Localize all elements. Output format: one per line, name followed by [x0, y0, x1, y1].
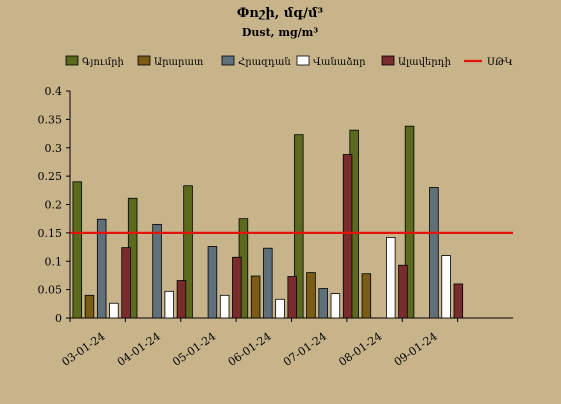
bar [330, 293, 341, 319]
y-tick-label: 0.15 [38, 227, 63, 240]
bar [109, 302, 119, 319]
legend-label: Գյումրի [82, 57, 125, 68]
y-tick-label: 0.4 [45, 85, 63, 98]
legend-label: Վանաձոր [313, 57, 366, 68]
legend-label: Արարատ [154, 57, 204, 68]
bar [361, 273, 372, 319]
x-tick-label: 07-01-24 [281, 330, 329, 369]
bar [404, 125, 415, 319]
legend-swatch [381, 55, 395, 66]
bar [84, 294, 95, 319]
legend-swatch [65, 55, 79, 66]
y-tick-label: 0.25 [38, 170, 63, 183]
legend: Գյումրի Արարատ Հրազդան Վանաձոր Ալավերդի ՍԹԿ [65, 55, 513, 68]
y-tick-label: 0 [55, 312, 62, 325]
bar [318, 288, 328, 319]
bar [164, 290, 175, 319]
bar [152, 223, 162, 319]
bar [275, 298, 285, 319]
bar [453, 283, 464, 319]
bar [263, 247, 273, 319]
bar [287, 276, 297, 319]
bar [294, 134, 304, 319]
bar [429, 187, 439, 319]
bar [96, 218, 107, 319]
bar [183, 185, 193, 319]
y-axis: 0 0.05 0.1 0.15 0.2 0.25 0.3 0.35 0.4 [38, 85, 71, 325]
legend-swatch [296, 55, 310, 66]
y-tick-label: 0.3 [45, 142, 63, 155]
y-tick-label: 0.2 [45, 199, 63, 212]
bar [219, 294, 230, 319]
bar [232, 256, 242, 319]
bar [121, 247, 131, 319]
bar [250, 275, 261, 319]
x-axis: 03-01-24 04-01-24 05-01-24 06-01-24 07-01-24… [59, 317, 513, 369]
chart-title: Փոշի, մգ/մ³ [237, 6, 324, 21]
y-tick-label: 0.1 [45, 255, 63, 268]
bar [342, 154, 353, 319]
x-tick-label: 05-01-24 [170, 330, 218, 369]
chart-subtitle: Dust, mg/m³ [242, 26, 318, 39]
legend-label: Հրազդան [238, 57, 291, 68]
legend-label: Ալավերդի [398, 57, 452, 68]
x-tick-label: 04-01-24 [115, 330, 163, 369]
y-tick-label: 0.05 [38, 284, 63, 297]
legend-swatch [137, 55, 151, 66]
x-tick-label: 08-01-24 [336, 330, 384, 369]
x-tick-label: 03-01-24 [59, 330, 107, 369]
x-tick-label: 09-01-24 [392, 330, 440, 369]
y-tick-label: 0.35 [38, 113, 63, 126]
bar [386, 237, 396, 319]
bars-group [72, 125, 464, 319]
bar [207, 246, 218, 319]
legend-swatch [221, 55, 235, 66]
bar [398, 264, 408, 319]
bar [441, 255, 451, 319]
x-tick-label: 06-01-24 [226, 330, 274, 369]
legend-label: ՍԹԿ [487, 57, 513, 68]
bar [72, 181, 83, 319]
bar [306, 272, 316, 319]
bar [176, 280, 187, 319]
